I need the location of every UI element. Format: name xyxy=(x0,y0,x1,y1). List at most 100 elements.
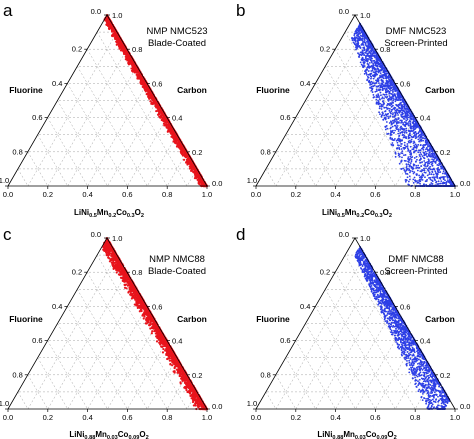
data-point xyxy=(356,47,358,50)
data-point xyxy=(409,139,411,142)
data-point xyxy=(121,49,124,52)
data-point xyxy=(438,177,441,179)
data-point xyxy=(397,114,399,116)
data-point xyxy=(390,123,393,126)
data-point xyxy=(139,82,142,85)
data-point xyxy=(404,136,406,138)
data-point xyxy=(450,181,452,184)
data-point xyxy=(377,67,379,70)
data-point xyxy=(381,111,384,114)
data-point xyxy=(365,69,367,71)
data-point xyxy=(419,157,422,160)
data-point xyxy=(436,167,439,170)
data-point xyxy=(360,54,363,57)
data-point xyxy=(412,118,415,121)
data-point xyxy=(373,73,376,76)
data-point xyxy=(404,112,407,114)
data-point xyxy=(439,165,442,168)
data-point xyxy=(405,166,408,169)
data-point xyxy=(403,169,406,171)
chart-title-line: Blade-Coated xyxy=(148,38,206,49)
data-point xyxy=(147,93,150,97)
data-point xyxy=(411,121,414,124)
data-point xyxy=(409,127,412,130)
data-point xyxy=(357,42,360,45)
data-point xyxy=(375,73,378,75)
data-point xyxy=(167,128,170,131)
data-point xyxy=(397,99,399,102)
data-point xyxy=(382,93,385,96)
data-point xyxy=(407,134,410,137)
data-point xyxy=(387,112,390,115)
data-point xyxy=(362,35,365,38)
data-point xyxy=(401,150,404,153)
data-point xyxy=(162,119,165,123)
data-point xyxy=(369,86,371,89)
tick-label-left: 0.6 xyxy=(32,113,42,122)
data-point xyxy=(410,129,413,132)
data-point xyxy=(377,85,380,88)
data-point xyxy=(396,124,399,127)
data-point xyxy=(355,32,358,34)
data-point xyxy=(354,37,357,40)
data-point xyxy=(394,124,397,127)
data-point xyxy=(430,179,433,182)
data-point xyxy=(173,133,176,136)
data-point xyxy=(403,134,406,137)
data-point xyxy=(422,144,424,147)
data-point xyxy=(367,70,370,72)
data-point xyxy=(416,180,419,182)
data-point xyxy=(399,99,402,102)
data-point xyxy=(162,122,166,125)
data-point xyxy=(383,87,386,90)
data-point xyxy=(128,63,131,66)
data-point xyxy=(369,58,372,61)
data-point xyxy=(415,155,418,158)
data-point xyxy=(365,73,368,76)
data-point xyxy=(390,93,393,95)
data-point xyxy=(368,47,371,50)
data-point xyxy=(378,82,380,85)
data-point xyxy=(389,136,392,139)
data-point xyxy=(119,45,122,48)
data-point xyxy=(383,93,386,96)
data-point xyxy=(377,93,380,96)
data-point xyxy=(386,85,389,88)
data-point xyxy=(421,178,424,181)
data-point xyxy=(161,117,165,121)
data-point xyxy=(405,163,408,166)
data-point xyxy=(385,114,388,117)
data-point xyxy=(407,180,410,183)
data-point xyxy=(399,140,402,143)
data-point xyxy=(399,127,402,129)
data-point xyxy=(394,151,397,154)
data-point xyxy=(372,94,375,96)
data-point xyxy=(125,51,128,54)
data-point xyxy=(376,80,379,83)
data-point xyxy=(384,113,387,116)
data-point xyxy=(398,138,401,141)
grid-line xyxy=(47,117,88,187)
data-point xyxy=(353,42,356,45)
data-point xyxy=(380,108,383,110)
grid-line xyxy=(27,31,118,187)
data-point xyxy=(410,160,413,163)
data-point xyxy=(192,167,195,170)
data-point xyxy=(155,109,158,113)
data-point xyxy=(419,149,422,152)
data-point xyxy=(398,104,401,107)
data-point xyxy=(434,161,437,163)
data-point xyxy=(353,39,356,41)
data-point xyxy=(400,145,402,148)
data-point xyxy=(409,124,412,127)
data-point xyxy=(443,182,446,185)
data-point xyxy=(400,119,403,122)
grid-line xyxy=(186,168,198,187)
data-point xyxy=(388,107,391,110)
data-point xyxy=(387,117,390,120)
data-point xyxy=(374,90,377,93)
data-point xyxy=(159,114,163,117)
data-point xyxy=(437,164,440,167)
data-point xyxy=(385,73,387,75)
